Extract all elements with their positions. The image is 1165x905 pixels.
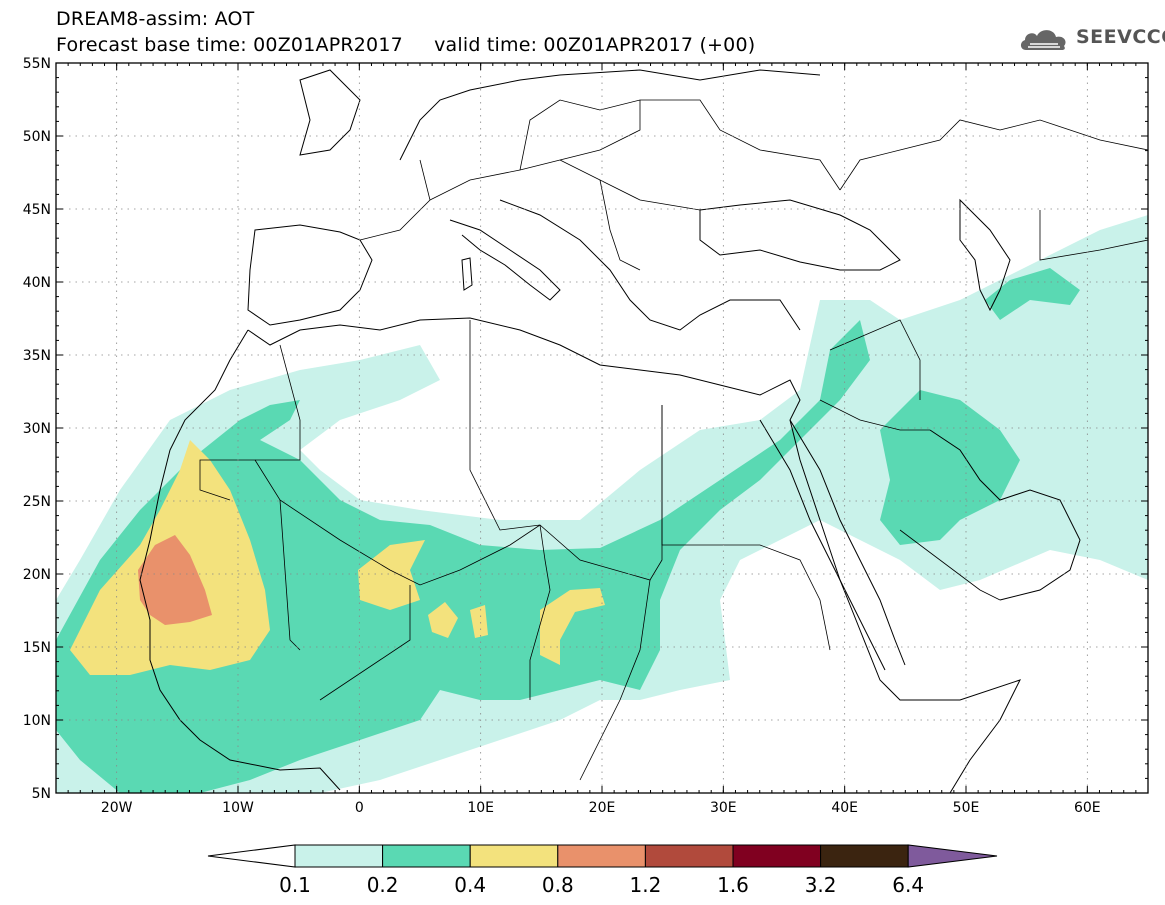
logo-text: SEEVCCC <box>1076 26 1165 48</box>
colorbar-label: 3.2 <box>805 873 837 897</box>
colorbar-segment <box>294 844 384 868</box>
britain-coastline <box>299 69 361 156</box>
aot-field <box>56 215 1148 793</box>
europe-north-coastline <box>399 69 821 161</box>
caspian-coastline <box>959 198 1011 312</box>
aot-contour-0.2 <box>56 320 870 793</box>
colorbar-label: 1.6 <box>717 873 749 897</box>
latitude-labels: 55N 50N 45N 40N 35N 30N 25N 20N 15N 10N 5N <box>23 56 51 802</box>
iberia-coastline <box>247 224 373 326</box>
aot-contour-0.4-niger2 <box>470 605 488 638</box>
lon-label: 0 <box>355 800 364 816</box>
italy-coastline <box>449 219 561 301</box>
sardinia-coastline <box>461 257 473 291</box>
lon-label: 40E <box>831 800 858 816</box>
aot-contour-0.4-mali <box>358 540 425 610</box>
lat-label: 5N <box>32 786 51 802</box>
aot-contour-0.2-arabia <box>880 390 1020 545</box>
colorbar-over-arrow <box>907 844 998 868</box>
colorbar-label: 0.2 <box>367 873 399 897</box>
lon-label: 30E <box>710 800 737 816</box>
lon-label: 10W <box>222 800 254 816</box>
red-sea-coastline <box>759 419 886 671</box>
lon-label: 60E <box>1074 800 1101 816</box>
colorbar-segment <box>557 844 646 868</box>
map-title: DREAM8-assim: AOT <box>56 8 255 30</box>
colorbar-segment <box>644 844 734 868</box>
lat-label: 30N <box>23 421 51 437</box>
colorbar-labels: 0.1 0.2 0.4 0.8 1.2 1.6 3.2 6.4 <box>279 873 924 897</box>
aot-contour-0.2-caspian <box>985 268 1080 320</box>
africa-coastline <box>247 317 1021 793</box>
colorbar-segment <box>382 844 471 868</box>
seevccc-logo: SEEVCCC <box>1018 24 1165 54</box>
lat-label: 35N <box>23 348 51 364</box>
colorbar-under-arrow <box>207 844 296 868</box>
axis-ticks <box>55 62 1149 794</box>
longitude-labels: 20W 10W 0 10E 20E 30E 40E 50E 60E <box>101 800 1101 816</box>
lon-label: 20W <box>101 800 133 816</box>
lat-label: 20N <box>23 567 51 583</box>
lat-label: 15N <box>23 640 51 656</box>
balkans-coastline <box>499 199 801 331</box>
colorbar-label: 0.1 <box>279 873 311 897</box>
lon-label: 10E <box>467 800 494 816</box>
cloud-icon <box>1020 30 1066 50</box>
lat-label: 25N <box>23 494 51 510</box>
forecast-time-label: Forecast base time: 00Z01APR2017 valid t… <box>56 34 756 56</box>
lat-label: 45N <box>23 202 51 218</box>
colorbar-segment <box>469 844 559 868</box>
colorbar-segment <box>732 844 822 868</box>
aot-contour-0.4-chad <box>540 588 605 665</box>
colorbar-label: 6.4 <box>892 873 924 897</box>
colorbar-label: 1.2 <box>629 873 661 897</box>
red-sea-coastline-east <box>789 419 906 666</box>
colorbar-label: 0.8 <box>542 873 574 897</box>
lat-label: 10N <box>23 713 51 729</box>
aot-contour-0.4-niger <box>428 602 458 638</box>
gridlines <box>56 63 1148 793</box>
lat-label: 40N <box>23 275 51 291</box>
lat-label: 55N <box>23 56 51 72</box>
colorbar-label: 0.4 <box>454 873 486 897</box>
west-africa-coastline <box>139 329 341 791</box>
colorbar <box>207 844 998 868</box>
colorbar-segment <box>820 844 909 868</box>
aot-contour-0.8 <box>138 535 212 625</box>
persian-gulf-coastline <box>929 429 1081 601</box>
lon-label: 20E <box>589 800 616 816</box>
coastlines <box>139 69 1081 793</box>
lat-label: 50N <box>23 129 51 145</box>
lon-label: 50E <box>953 800 980 816</box>
black-sea-coastline <box>699 199 901 271</box>
